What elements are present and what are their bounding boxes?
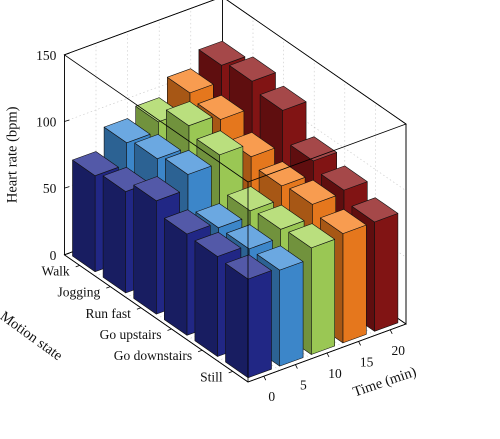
top-frame: [63, 0, 407, 183]
bar-face-top: [288, 223, 336, 249]
bar-face-side: [102, 175, 126, 294]
bar-face-top: [319, 209, 367, 234]
bar-face-front: [374, 213, 399, 332]
bar-face-top: [259, 85, 307, 111]
bar-still-t0: [225, 254, 272, 379]
bar-face-top: [197, 94, 245, 120]
category-tick-mark: [75, 265, 80, 268]
time-tick-label: 0: [268, 389, 275, 404]
category-tick-label: Still: [200, 369, 223, 384]
bar-face-side: [164, 218, 188, 336]
bar-face-top: [289, 179, 337, 205]
time-tick-label: 20: [391, 343, 405, 358]
bar-face-front: [310, 239, 336, 355]
category-tick-mark: [228, 371, 233, 374]
bar-face-top: [320, 165, 368, 191]
bar-face-top: [290, 136, 338, 162]
bar-face-top: [229, 56, 276, 82]
bar-face-top: [196, 130, 244, 156]
bar-face-top: [134, 134, 181, 159]
category-tick-label: Go downstairs: [114, 348, 192, 363]
bar-face-top: [165, 150, 212, 175]
bar-face-top: [256, 245, 304, 271]
time-tick-mark: [326, 352, 330, 358]
time-tick-label: 10: [328, 366, 342, 381]
z-tick-label: 50: [43, 181, 57, 196]
bar-face-front: [279, 261, 304, 367]
category-axis-line: [64, 254, 249, 383]
category-tick-mark: [197, 349, 203, 353]
category-tick-mark: [106, 286, 111, 289]
z-tick-mark: [64, 52, 70, 56]
time-tick-mark: [263, 376, 267, 381]
bar-face-top: [257, 204, 305, 230]
bar-face-side: [225, 263, 249, 379]
category-tick-mark: [136, 307, 142, 310]
category-tick-mark: [167, 328, 172, 331]
bar-face-front: [342, 224, 367, 344]
category-axis-title: Motion state: [0, 308, 65, 364]
z-tick-mark: [64, 119, 70, 122]
bar-face-side: [133, 184, 157, 315]
bar-face-top: [103, 118, 151, 144]
bar-face-top: [167, 68, 214, 94]
bar-face-top: [198, 40, 246, 66]
time-tick-label: 15: [360, 354, 374, 369]
bar-face-top: [226, 224, 273, 250]
axis-edges: [63, 0, 407, 383]
time-tick-mark: [358, 341, 361, 346]
category-tick-label: Walk: [42, 263, 70, 278]
bar-face-top: [164, 209, 211, 235]
bar-face-top: [195, 203, 243, 228]
bar-face-front: [247, 270, 272, 379]
category-tick-label: Go upstairs: [100, 327, 162, 342]
bar-face-top: [72, 151, 119, 176]
bar-face-top: [133, 176, 180, 202]
z-tick-mark: [64, 186, 70, 189]
bars: [72, 40, 399, 379]
bar-face-top: [351, 197, 399, 223]
z-tick-mark: [64, 252, 70, 256]
z-tick-label: 150: [36, 48, 57, 63]
bar-face-side: [194, 240, 218, 357]
category-tick-label: Jogging: [58, 285, 101, 300]
bar-face-top: [227, 186, 274, 212]
bar-face-top: [225, 254, 272, 280]
z-axis-title: Heart rate (bpm): [4, 106, 20, 203]
time-tick-mark: [389, 329, 393, 334]
z-axis: 0 50 100 150 Heart rate (bpm): [4, 48, 70, 263]
z-tick-label: 0: [50, 248, 57, 263]
category-tick-label: Run fast: [86, 306, 132, 321]
bar-face-top: [166, 101, 213, 126]
bar-face-side: [72, 159, 96, 273]
time-tick-label: 5: [300, 378, 307, 393]
bar-face-top: [194, 232, 242, 257]
z-tick-label: 100: [36, 114, 57, 129]
time-tick-mark: [295, 364, 298, 369]
